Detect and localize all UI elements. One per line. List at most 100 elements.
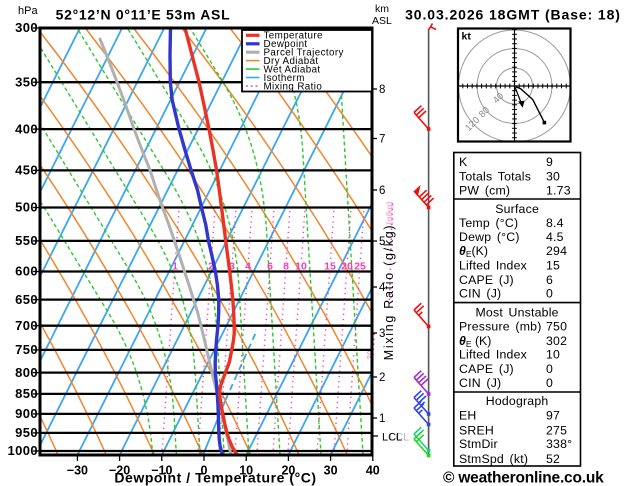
- svg-text:3: 3: [229, 261, 235, 273]
- svg-text:6: 6: [546, 273, 553, 287]
- svg-text:850: 850: [15, 386, 38, 401]
- svg-text:Pressure (mb): Pressure (mb): [459, 320, 542, 334]
- svg-text:8: 8: [379, 84, 385, 96]
- svg-text:km: km: [375, 3, 389, 15]
- svg-text:294: 294: [546, 244, 567, 258]
- svg-text:CAPE (J): CAPE (J): [459, 362, 514, 376]
- svg-text:Lifted Index: Lifted Index: [459, 259, 528, 273]
- svg-text:CIN (J): CIN (J): [459, 287, 501, 301]
- svg-text:Isotherm: Isotherm: [264, 73, 305, 84]
- svg-text:275: 275: [546, 424, 567, 438]
- svg-text:Hodograph: Hodograph: [486, 394, 549, 408]
- svg-text:650: 650: [15, 292, 38, 307]
- svg-text:θE (K): θE (K): [459, 334, 491, 349]
- svg-text:Dry Adiabat: Dry Adiabat: [264, 56, 319, 67]
- svg-text:0: 0: [201, 464, 208, 478]
- svg-text:750: 750: [15, 342, 38, 357]
- svg-text:4: 4: [379, 282, 386, 294]
- svg-text:302: 302: [546, 334, 567, 348]
- svg-text:ASL: ASL: [372, 15, 392, 27]
- svg-text:CAPE (J): CAPE (J): [459, 273, 514, 287]
- svg-text:400: 400: [15, 121, 38, 136]
- svg-text:3: 3: [379, 328, 385, 340]
- svg-text:kt: kt: [462, 31, 472, 43]
- svg-text:2: 2: [208, 261, 214, 273]
- svg-text:600: 600: [15, 264, 38, 279]
- svg-text:30: 30: [324, 464, 338, 478]
- svg-text:θE(K): θE(K): [459, 244, 488, 259]
- svg-text:800: 800: [15, 365, 38, 380]
- svg-text:StmDir: StmDir: [459, 437, 498, 451]
- svg-text:20: 20: [341, 261, 353, 273]
- svg-text:700: 700: [15, 318, 38, 333]
- svg-text:7: 7: [379, 134, 385, 146]
- svg-text:Dewpoint: Dewpoint: [264, 39, 308, 50]
- svg-text:52: 52: [546, 452, 560, 466]
- svg-text:−10: −10: [151, 464, 172, 478]
- svg-text:Temperature: Temperature: [264, 31, 324, 42]
- svg-text:15: 15: [324, 261, 336, 273]
- svg-text:0: 0: [546, 287, 553, 301]
- svg-text:−20: −20: [109, 464, 130, 478]
- svg-text:−30: −30: [67, 464, 88, 478]
- svg-text:10: 10: [239, 464, 253, 478]
- svg-text:10: 10: [295, 261, 307, 273]
- svg-text:350: 350: [15, 74, 38, 89]
- svg-text:2: 2: [379, 372, 385, 384]
- svg-text:0: 0: [546, 362, 553, 376]
- svg-text:97: 97: [546, 408, 560, 422]
- svg-text:9: 9: [546, 155, 553, 169]
- svg-text:Wet Adiabat: Wet Adiabat: [264, 65, 321, 76]
- svg-text:5: 5: [379, 236, 385, 248]
- svg-text:Most Unstable: Most Unstable: [475, 306, 558, 320]
- svg-text:20: 20: [281, 464, 295, 478]
- svg-text:300: 300: [15, 20, 38, 35]
- svg-text:8.4: 8.4: [546, 216, 564, 230]
- svg-text:(g/kg): (g/kg): [384, 201, 394, 224]
- svg-text:Temp (°C): Temp (°C): [459, 216, 518, 230]
- svg-text:8: 8: [283, 261, 289, 273]
- svg-text:LCL: LCL: [382, 432, 402, 444]
- svg-text:Mixing Ratio: Mixing Ratio: [264, 81, 323, 92]
- svg-text:1: 1: [172, 261, 178, 273]
- svg-text:StmSpd (kt): StmSpd (kt): [459, 452, 528, 466]
- svg-text:Dewpoint / Temperature (°C): Dewpoint / Temperature (°C): [114, 470, 316, 486]
- svg-text:hPa: hPa: [18, 5, 38, 17]
- svg-text:Dewp (°C): Dewp (°C): [459, 230, 520, 244]
- svg-text:Surface: Surface: [495, 202, 539, 216]
- svg-text:4: 4: [245, 261, 251, 273]
- svg-text:© weatheronline.co.uk: © weatheronline.co.uk: [443, 470, 604, 486]
- svg-text:900: 900: [15, 406, 38, 421]
- svg-text:30: 30: [546, 170, 560, 184]
- svg-text:550: 550: [15, 233, 38, 248]
- svg-text:750: 750: [546, 320, 567, 334]
- svg-text:Parcel Trajectory: Parcel Trajectory: [264, 48, 344, 59]
- svg-text:Lifted Index: Lifted Index: [459, 348, 528, 362]
- svg-text:Mixing Ratio (g/kg): Mixing Ratio (g/kg): [382, 224, 396, 361]
- svg-text:EH: EH: [459, 408, 476, 422]
- svg-text:40: 40: [366, 464, 380, 478]
- svg-text:1000: 1000: [7, 443, 38, 458]
- svg-text:4.5: 4.5: [546, 230, 564, 244]
- svg-text:10: 10: [546, 348, 560, 362]
- svg-text:500: 500: [15, 200, 38, 215]
- svg-text:6: 6: [267, 261, 273, 273]
- svg-text:PW (cm): PW (cm): [459, 184, 510, 198]
- svg-text:Totals Totals: Totals Totals: [459, 170, 531, 184]
- svg-text:6: 6: [379, 185, 385, 197]
- svg-text:30.03.2026 18GMT (Base: 18): 30.03.2026 18GMT (Base: 18): [405, 7, 621, 23]
- svg-text:1: 1: [379, 413, 385, 425]
- svg-text:0: 0: [546, 376, 553, 390]
- svg-text:15: 15: [546, 259, 560, 273]
- svg-text:950: 950: [15, 425, 38, 440]
- svg-text:1.73: 1.73: [546, 184, 571, 198]
- svg-text:SREH: SREH: [459, 424, 494, 438]
- svg-text:450: 450: [15, 163, 38, 178]
- svg-text:LCL: LCL: [389, 432, 409, 444]
- svg-text:52°12’N 0°11’E 53m ASL: 52°12’N 0°11’E 53m ASL: [56, 7, 231, 23]
- svg-text:338°: 338°: [546, 437, 572, 451]
- svg-text:25: 25: [354, 261, 366, 273]
- svg-text:CIN (J): CIN (J): [459, 376, 501, 390]
- svg-text:K: K: [459, 155, 468, 169]
- svg-text:30: 30: [365, 350, 375, 360]
